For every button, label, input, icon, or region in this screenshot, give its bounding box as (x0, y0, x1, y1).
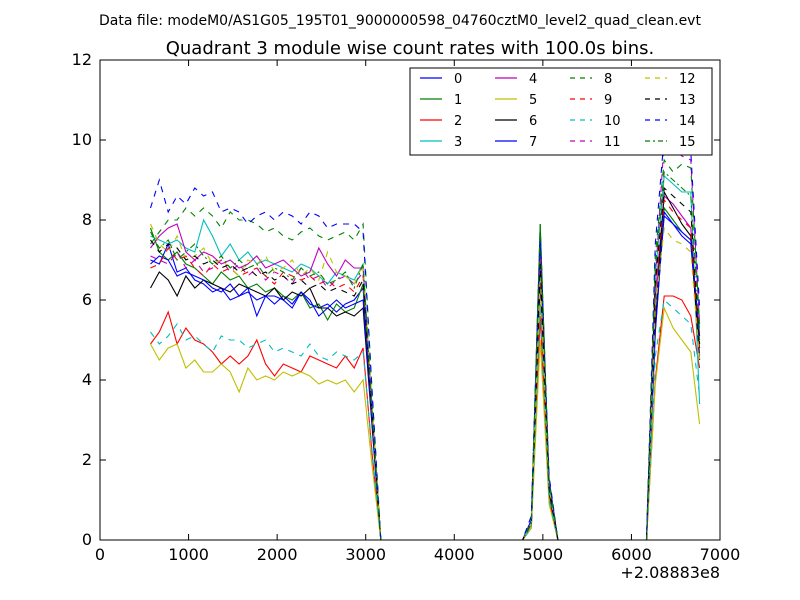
x-tick-label: 7000 (700, 545, 741, 564)
y-tick-label: 10 (72, 130, 92, 149)
x-tick-label: 1000 (168, 545, 209, 564)
legend-label-8: 8 (604, 72, 612, 87)
x-tick-label: 0 (95, 545, 105, 564)
series-line-11 (150, 138, 701, 541)
x-tick-label: 2000 (257, 545, 298, 564)
y-tick-label: 12 (72, 50, 92, 69)
legend-label-15: 15 (679, 135, 696, 150)
chart-title: Quadrant 3 module wise count rates with … (166, 38, 655, 59)
x-tick-label: 6000 (611, 545, 652, 564)
y-tick-label: 8 (82, 210, 92, 229)
legend-label-9: 9 (604, 93, 612, 108)
legend-label-6: 6 (529, 114, 537, 129)
legend-label-11: 11 (604, 135, 621, 150)
x-axis: 0 1000 2000 3000 4000 5000 6000 7000 (95, 60, 740, 564)
x-tick-label: 4000 (434, 545, 475, 564)
legend-label-0: 0 (454, 72, 462, 87)
y-tick-label: 2 (82, 450, 92, 469)
legend-label-14: 14 (679, 114, 696, 129)
y-tick-label: 6 (82, 290, 92, 309)
legend-label-7: 7 (529, 135, 537, 150)
legend-label-12: 12 (679, 72, 696, 87)
legend-label-4: 4 (529, 72, 537, 87)
chart-suptitle: Data file: modeM0/AS1G05_195T01_90000005… (99, 13, 701, 29)
legend-label-3: 3 (454, 135, 462, 150)
legend-label-5: 5 (529, 93, 537, 108)
y-tick-label: 0 (82, 530, 92, 549)
legend-label-1: 1 (454, 93, 462, 108)
y-tick-label: 4 (82, 370, 92, 389)
legend-label-13: 13 (679, 93, 696, 108)
x-tick-label: 5000 (522, 545, 563, 564)
legend-label-10: 10 (604, 114, 621, 129)
legend-label-2: 2 (454, 114, 462, 129)
x-tick-label: 3000 (345, 545, 386, 564)
x-offset-label: +2.08883e8 (620, 563, 720, 582)
